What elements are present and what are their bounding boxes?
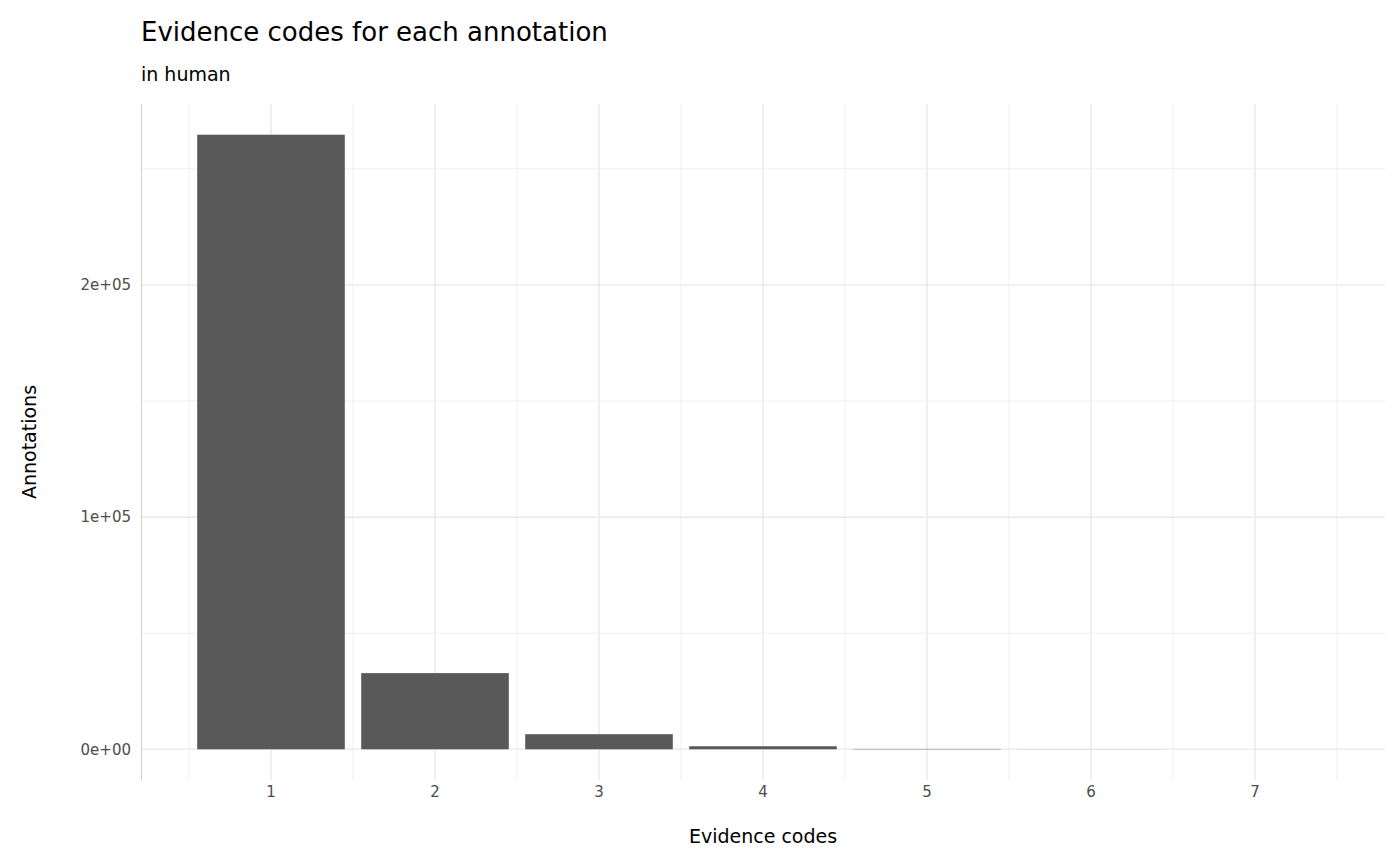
bar bbox=[853, 748, 1001, 749]
x-axis-title: Evidence codes bbox=[689, 825, 837, 847]
bar bbox=[1181, 749, 1329, 750]
y-tick-label: 2e+05 bbox=[81, 276, 131, 294]
bar bbox=[1017, 749, 1165, 750]
minor-grid-line bbox=[681, 104, 682, 780]
x-tick-label: 7 bbox=[1250, 783, 1260, 801]
x-tick-label: 6 bbox=[1086, 783, 1096, 801]
bar bbox=[361, 673, 509, 749]
grid-line bbox=[1254, 104, 1256, 780]
chart: 0e+00 1e+05 2e+05 1 2 3 4 5 6 7 Evidence codes for… bbox=[0, 0, 1400, 865]
x-tick: 6 bbox=[1086, 780, 1096, 801]
x-tick: 2 bbox=[430, 780, 440, 801]
bar bbox=[525, 734, 673, 749]
minor-grid-line bbox=[1173, 104, 1174, 780]
minor-grid-line bbox=[517, 104, 518, 780]
minor-grid-line bbox=[845, 104, 846, 780]
grid-line bbox=[926, 104, 928, 780]
grid-line bbox=[598, 104, 600, 780]
subtitle: in human bbox=[141, 63, 231, 85]
y-axis-line bbox=[141, 105, 142, 781]
x-tick: 7 bbox=[1250, 780, 1260, 801]
y-axis: 0e+00 1e+05 2e+05 bbox=[81, 105, 142, 781]
x-tick-label: 5 bbox=[922, 783, 932, 801]
bar bbox=[197, 135, 345, 750]
x-tick: 5 bbox=[922, 780, 932, 801]
x-tick-label: 2 bbox=[430, 783, 440, 801]
x-tick-label: 4 bbox=[758, 783, 768, 801]
x-tick-label: 1 bbox=[266, 783, 276, 801]
x-tick: 4 bbox=[758, 780, 768, 801]
bar bbox=[689, 746, 837, 749]
y-tick-label: 0e+00 bbox=[81, 741, 131, 759]
y-tick: 1e+05 bbox=[81, 508, 141, 526]
x-tick-label: 3 bbox=[594, 783, 604, 801]
grid-line bbox=[762, 104, 764, 780]
y-tick-label: 1e+05 bbox=[81, 508, 131, 526]
y-tick: 0e+00 bbox=[81, 741, 141, 759]
y-tick: 2e+05 bbox=[81, 276, 141, 294]
y-axis-title: Annotations bbox=[18, 385, 40, 499]
minor-grid-line bbox=[1337, 104, 1338, 780]
minor-grid-line bbox=[1009, 104, 1010, 780]
minor-grid-line bbox=[189, 104, 190, 780]
grid-line bbox=[1090, 104, 1092, 780]
grid bbox=[141, 104, 1385, 780]
x-tick: 3 bbox=[594, 780, 604, 801]
title: Evidence codes for each annotation bbox=[141, 17, 608, 47]
x-axis: 1 2 3 4 5 6 7 bbox=[266, 780, 1260, 801]
bars bbox=[197, 135, 1329, 750]
minor-grid-line bbox=[353, 104, 354, 780]
x-tick: 1 bbox=[266, 780, 276, 801]
